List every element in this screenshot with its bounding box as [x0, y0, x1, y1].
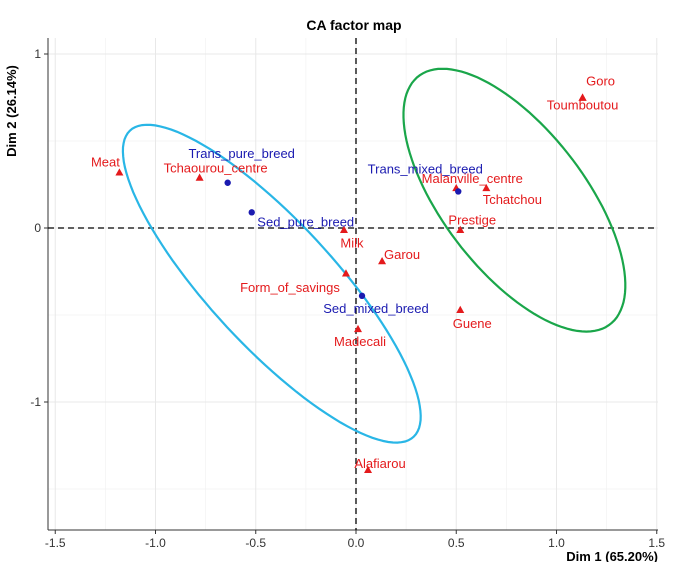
label-sed-mixed-breed: Sed_mixed_breed — [323, 301, 429, 316]
label-alafiarou: Alafiarou — [354, 456, 405, 471]
point-guene — [456, 305, 465, 313]
point-sed-mixed-breed — [358, 292, 366, 300]
label-madecali: Madecali — [334, 334, 386, 349]
point-trans-mixed-breed — [455, 188, 462, 195]
y-tick-label: 0 — [34, 221, 41, 235]
x-tick-label: -1.5 — [45, 536, 66, 550]
y-tick-label: -1 — [30, 395, 41, 409]
point-prestige — [456, 225, 465, 233]
point-sed-pure-breed — [248, 209, 255, 216]
label-sed-pure-breed: Sed_pure_breed — [257, 214, 354, 229]
label-guene: Guene — [453, 316, 492, 331]
cluster-ellipse-1 — [121, 123, 422, 444]
point-meat — [115, 168, 124, 176]
x-tick-label: 1.0 — [548, 536, 565, 550]
point-madecali — [354, 324, 363, 333]
point-tchatchou — [482, 183, 491, 192]
points-layer: Goro Toumboutou Meat Tchaourou_centre Malanv… — [91, 74, 618, 474]
label-trans-mixed-breed: Trans_mixed_breed — [368, 161, 483, 176]
point-milk — [339, 225, 348, 233]
label-garou: Garou — [384, 247, 420, 262]
axes-layer: -1.5 -1.0 -0.5 0.0 0.5 1.0 1.5 1 0 -1 — [30, 38, 665, 550]
y-axis-label: Dim 2 (26.14%) — [4, 65, 19, 157]
label-tchatchou: Tchatchou — [483, 192, 542, 207]
point-garou — [378, 257, 387, 265]
point-trans-pure-breed — [224, 179, 231, 186]
chart-title: CA factor map — [306, 17, 401, 33]
label-malanville-centre: Malanville_centre — [422, 171, 523, 186]
label-form-of-savings: Form_of_savings — [240, 280, 340, 295]
label-meat: Meat — [91, 154, 120, 169]
x-axis-label: Dim 1 (65.20%) — [566, 549, 658, 562]
point-toumboutou — [578, 93, 587, 101]
x-tick-label: 0.0 — [348, 536, 365, 550]
x-tick-label: -0.5 — [245, 536, 266, 550]
label-tchaourou-centre: Tchaourou_centre — [164, 161, 268, 176]
cluster-ellipse-2 — [402, 67, 627, 333]
label-goro: Goro — [586, 74, 615, 89]
point-tchaourou-centre — [195, 173, 204, 181]
point-alafiarou — [364, 465, 373, 474]
x-tick-label: 1.5 — [648, 536, 665, 550]
point-form-of-savings — [341, 269, 350, 277]
label-trans-pure-breed: Trans_pure_breed — [188, 146, 294, 161]
label-milk: Milk — [340, 236, 364, 251]
x-tick-label: 0.5 — [448, 536, 465, 550]
x-tick-label: -1.0 — [145, 536, 166, 550]
label-prestige: Prestige — [448, 213, 496, 228]
label-toumboutou: Toumboutou — [547, 98, 619, 113]
ellipse-layer — [121, 67, 627, 444]
y-tick-label: 1 — [34, 47, 41, 61]
